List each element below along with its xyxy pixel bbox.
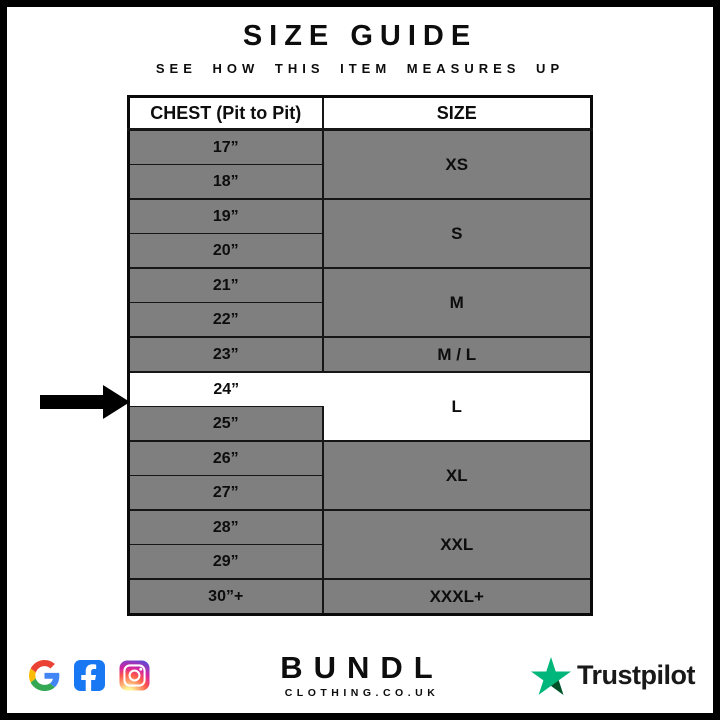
chest-cell: 27”: [127, 475, 324, 511]
arrow-head: [103, 385, 130, 419]
size-cell: S: [321, 198, 593, 269]
chest-cell: 29”: [127, 544, 324, 580]
chest-cell: 28”: [127, 509, 324, 545]
table-row: 25”: [127, 406, 592, 442]
table-row: 26” XL: [127, 440, 593, 511]
chest-cell: 22”: [127, 302, 324, 338]
table-row: 30”+ XXXL+: [127, 578, 593, 616]
trustpilot-label: Trustpilot: [577, 660, 696, 690]
table-row: 17” XS: [127, 128, 593, 200]
chest-cell: 20”: [127, 233, 324, 269]
size-cell: M / L: [321, 336, 593, 373]
trustpilot-logo[interactable]: Trustpilot: [444, 656, 696, 695]
table-header-row: CHEST (Pit to Pit) SIZE: [127, 95, 593, 131]
size-cell: XL: [321, 440, 593, 511]
size-column-header: SIZE: [321, 95, 593, 131]
social-icons: [29, 660, 280, 691]
size-cell: XXXL+: [321, 578, 593, 616]
chest-cell: 18”: [127, 164, 324, 200]
chest-column-header: CHEST (Pit to Pit): [127, 95, 324, 131]
instagram-icon[interactable]: [119, 660, 150, 691]
table-row: 23” M / L: [127, 336, 593, 373]
brand-logo: BUNDL CLOTHING.CO.UK: [280, 650, 444, 700]
trustpilot-star-icon: [531, 656, 571, 695]
size-cell: XXL: [321, 509, 593, 580]
chest-cell: 19”: [127, 198, 324, 234]
arrow-shaft: [40, 395, 104, 409]
brand-domain: CLOTHING.CO.UK: [284, 687, 440, 699]
chest-cell: 23”: [127, 336, 324, 373]
brand-name: BUNDL: [280, 650, 444, 685]
size-cell-highlighted: L: [321, 371, 593, 442]
table-row: 29”: [127, 544, 592, 580]
chest-cell: 21”: [127, 267, 324, 303]
chest-cell-highlighted: 24”: [127, 371, 323, 407]
selected-row-arrow-icon: [40, 385, 130, 419]
page-subtitle: SEE HOW THIS ITEM MEASURES UP: [155, 61, 565, 76]
chest-cell: 26”: [127, 440, 324, 476]
size-guide-table: CHEST (Pit to Pit) SIZE 17” XS 18” 19” S…: [127, 95, 593, 616]
table-row: 19” S: [127, 198, 593, 269]
facebook-icon[interactable]: [74, 660, 105, 691]
table-row: 20”: [127, 233, 592, 269]
table-row: 27”: [127, 475, 592, 511]
size-cell: XS: [321, 128, 593, 200]
table-row: 21” M: [127, 267, 593, 338]
footer: BUNDL CLOTHING.CO.UK Trustpilot: [29, 650, 696, 700]
chest-cell: 30”+: [127, 578, 324, 616]
page-title: SIZE GUIDE: [242, 20, 478, 52]
table-row: 22”: [127, 302, 592, 338]
table-row-highlighted: 24” L: [127, 371, 593, 442]
table-row: 18”: [127, 164, 592, 200]
chest-cell: 25”: [127, 406, 324, 442]
chest-cell: 17”: [127, 128, 324, 165]
size-cell: M: [321, 267, 593, 338]
google-icon[interactable]: [29, 660, 60, 691]
table-row: 28” XXL: [127, 509, 593, 580]
